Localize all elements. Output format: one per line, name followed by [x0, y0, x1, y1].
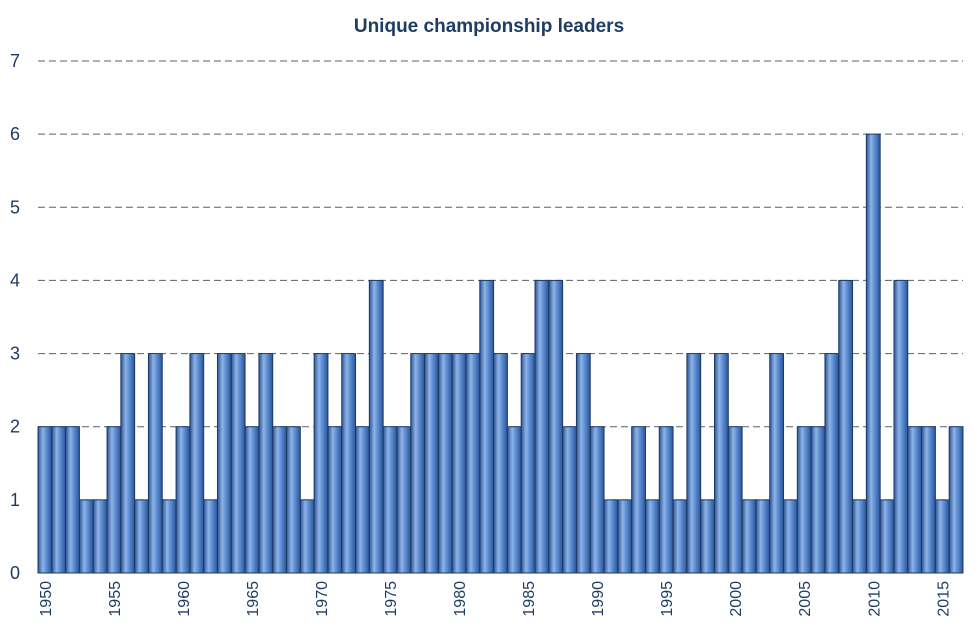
bar-1999	[713, 353, 729, 574]
bar-1956	[120, 353, 136, 574]
bar-2002	[755, 499, 771, 574]
x-tick-label: 1990	[590, 581, 607, 617]
bar-1967	[272, 426, 288, 574]
bar-1975	[382, 426, 398, 574]
y-axis: 0 1 2 3 4 5 6 7	[10, 51, 20, 583]
bar-1959	[161, 499, 177, 574]
bar-1978	[424, 353, 439, 574]
bar-1990	[589, 426, 605, 574]
bar-1997	[686, 353, 702, 574]
x-tick-label: 1955	[107, 581, 124, 617]
bar-1998	[700, 499, 716, 574]
bar-2008	[838, 279, 854, 574]
bar-2016	[948, 426, 964, 574]
bar-1951	[51, 426, 67, 574]
bar-1970	[313, 353, 329, 574]
x-tick-label: 1950	[38, 581, 55, 617]
y-tick-label: 4	[10, 270, 20, 290]
bar-1988	[562, 426, 577, 574]
bar-1984	[506, 426, 522, 574]
bar-1973	[355, 426, 370, 574]
y-tick-label: 6	[10, 124, 20, 144]
bar-1992	[617, 499, 633, 574]
bar-2015	[934, 499, 950, 574]
bar-1991	[603, 499, 619, 574]
bar-1950	[37, 426, 53, 574]
x-tick-label: 1985	[521, 581, 538, 617]
y-tick-label: 5	[10, 197, 20, 217]
x-tick-label: 1960	[176, 581, 193, 617]
bar-2014	[921, 426, 936, 574]
x-tick-label: 2005	[797, 581, 814, 617]
bar-1966	[258, 353, 274, 574]
x-tick-label: 1970	[314, 581, 331, 617]
bar-1968	[286, 426, 301, 574]
y-tick-label: 3	[10, 344, 20, 364]
bar-1994	[644, 499, 660, 574]
bar-1962	[203, 499, 218, 574]
x-tick-label: 2015	[935, 581, 952, 617]
bar-2013	[907, 426, 923, 574]
bar-2011	[879, 499, 895, 574]
bar-2009	[852, 499, 867, 574]
bar-1983	[493, 353, 508, 574]
y-tick-label: 0	[10, 563, 20, 583]
chart-title: Unique championship leaders	[354, 16, 624, 37]
bar-2006	[810, 426, 826, 574]
bar-1974	[368, 279, 384, 574]
bar-1979	[437, 353, 453, 574]
bar-1957	[134, 499, 149, 574]
bar-2003	[769, 353, 785, 574]
x-tick-label: 1965	[245, 581, 262, 617]
bar-1972	[341, 353, 357, 574]
x-tick-label: 2000	[728, 581, 745, 617]
y-tick-label: 7	[10, 51, 20, 71]
bar-1985	[520, 353, 536, 574]
bar-1963	[216, 353, 232, 574]
bar-1977	[410, 353, 426, 574]
bar-2012	[893, 279, 909, 574]
x-tick-label: 1980	[452, 581, 469, 617]
bar-2010	[865, 133, 881, 574]
bar-1995	[658, 426, 674, 574]
bar-1989	[575, 353, 591, 574]
y-tick-label: 2	[10, 417, 20, 437]
bar-1953	[78, 499, 94, 574]
bar-1954	[92, 499, 108, 574]
bar-2004	[783, 499, 798, 574]
x-tick-label: 1975	[383, 581, 400, 617]
x-tick-label: 2010	[866, 581, 883, 617]
bar-1993	[631, 426, 646, 574]
x-tick-label: 1995	[659, 581, 676, 617]
bar-1981	[465, 353, 481, 574]
bar-1986	[534, 279, 550, 574]
bar-1955	[106, 426, 122, 574]
bar-1964	[230, 353, 246, 574]
bar-1987	[548, 279, 564, 574]
y-tick-label: 1	[10, 490, 20, 510]
bar-1952	[65, 426, 80, 574]
x-axis: 1950 1955 1960 1965 1970 1975 1980 1985 1990 1995…	[38, 581, 952, 617]
bar-1960	[175, 426, 191, 574]
bar-1996	[672, 499, 688, 574]
bar-1982	[479, 279, 495, 574]
bar-2005	[796, 426, 812, 574]
bar-1976	[396, 426, 412, 574]
bar-2000	[727, 426, 743, 574]
bar-1969	[299, 499, 315, 574]
bar-2001	[741, 499, 757, 574]
bars	[37, 133, 964, 574]
bar-1965	[244, 426, 260, 574]
bar-2007	[824, 353, 840, 574]
bar-1958	[147, 353, 163, 574]
bar-1980	[451, 353, 467, 574]
bar-1961	[189, 353, 205, 574]
bar-1971	[327, 426, 343, 574]
